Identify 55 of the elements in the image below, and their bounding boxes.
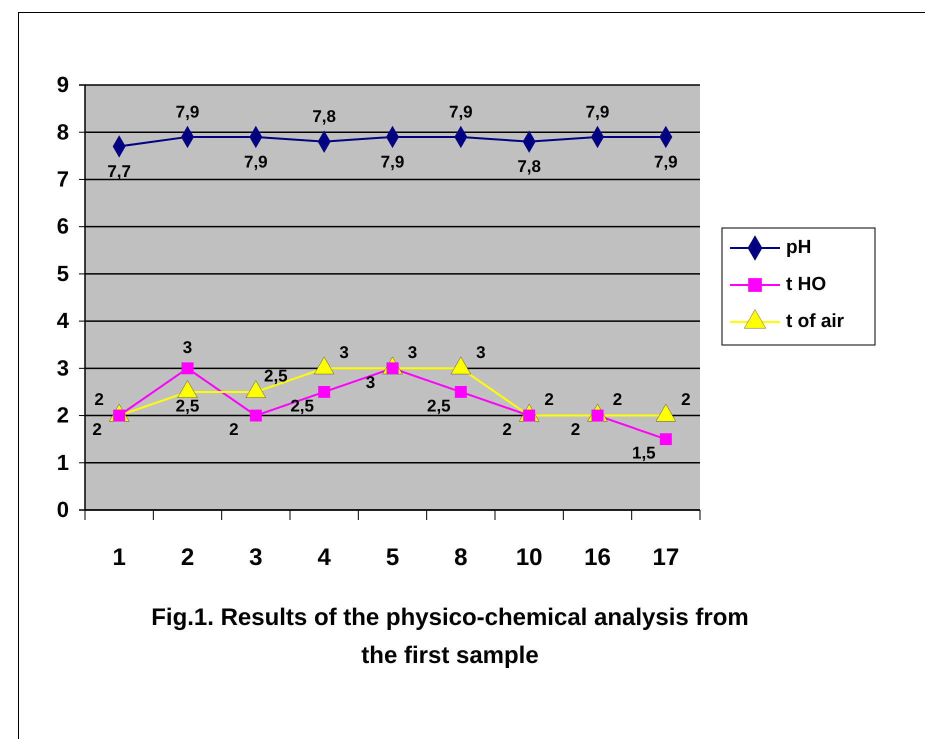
data-label: 2 <box>681 390 691 410</box>
y-tick-label: 5 <box>56 260 69 286</box>
data-label: 7,7 <box>107 162 131 181</box>
point <box>250 410 262 422</box>
point <box>318 386 330 398</box>
point <box>660 433 672 446</box>
x-tick-label: 4 <box>317 544 332 572</box>
y-tick-label: 7 <box>56 166 69 192</box>
legend-label: pH <box>786 237 812 258</box>
data-label: 7,9 <box>244 152 268 172</box>
data-label: 7,9 <box>586 102 610 122</box>
data-label: 1,5 <box>632 444 656 463</box>
data-label: 2,5 <box>427 396 451 416</box>
point <box>454 386 467 398</box>
data-label: 7,9 <box>176 102 200 122</box>
data-label: 2 <box>92 420 102 440</box>
data-label: 7,9 <box>654 152 678 172</box>
x-tick-label: 17 <box>652 544 680 572</box>
x-tick-label: 8 <box>454 544 468 572</box>
y-tick-label: 1 <box>56 450 69 475</box>
data-label: 3 <box>408 342 418 362</box>
x-tick-label: 16 <box>584 544 611 572</box>
data-label: 3 <box>476 342 486 362</box>
data-label: 3 <box>182 338 192 357</box>
x-tick-label: 10 <box>516 544 543 572</box>
data-label: 3 <box>366 372 376 392</box>
y-tick-label: 3 <box>56 355 69 380</box>
data-label: 2 <box>502 420 512 440</box>
text: Fig.1. Results of the physico-chemical analysis from the first sample <box>151 604 749 669</box>
data-label: 7,8 <box>312 107 336 126</box>
data-label: 7,8 <box>517 157 541 176</box>
data-label: 7,9 <box>380 152 404 172</box>
y-tick-label: 2 <box>56 402 69 428</box>
y-tick-label: 9 <box>56 72 69 98</box>
y-tick-label: 0 <box>56 497 69 522</box>
data-label: 2,5 <box>290 396 314 416</box>
y-tick-label: 6 <box>56 214 69 239</box>
data-label: 2 <box>229 420 239 440</box>
data-label: 2 <box>612 390 622 410</box>
data-label: 2 <box>544 390 554 410</box>
x-tick-label: 1 <box>112 544 126 572</box>
y-tick-label: 4 <box>56 308 70 334</box>
legend-label: t of air <box>786 311 845 332</box>
y-tick-label: 8 <box>56 119 69 144</box>
data-label: 2,5 <box>264 366 288 386</box>
data-label: 2,5 <box>176 396 200 416</box>
point <box>182 362 194 374</box>
legend-label: t HO <box>786 274 826 296</box>
data-label: 2 <box>570 420 580 440</box>
data-label: 3 <box>339 342 349 362</box>
data-label: 2 <box>94 390 104 410</box>
data-label: 7,9 <box>449 102 473 122</box>
x-tick-label: 5 <box>386 544 400 572</box>
x-tick-label: 2 <box>180 544 194 572</box>
x-tick-label: 3 <box>249 544 263 572</box>
